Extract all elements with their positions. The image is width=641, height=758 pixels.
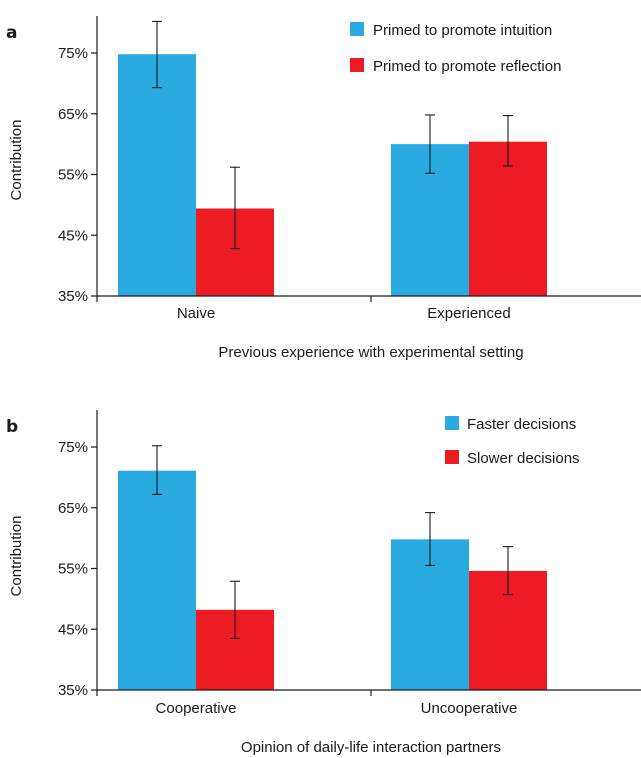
panel-b-legend-swatch-faster [445, 416, 459, 430]
panel-b-error-bar-uncooperative-s0 [425, 512, 435, 567]
panel-b-error-bar-cooperative-s1 [230, 580, 240, 639]
panel-b-legend-label-slower: Slower decisions [467, 450, 580, 467]
panel-b-x-tick-label-uncooperative: Uncooperative [421, 700, 518, 717]
panel-a-error-bar-experienced-s1 [503, 115, 513, 167]
panel-b-y-tick-label-35: 35% [58, 682, 88, 699]
panel-a-error-bar-naive-s0 [152, 20, 162, 89]
panel-a-bar-experienced-s1 [469, 141, 547, 296]
panel-b-y-tick-label-75: 75% [58, 439, 88, 456]
panel-a-y-tick-label-55: 55% [58, 167, 88, 184]
panel-a-x-tick-label-experienced: Experienced [427, 305, 510, 322]
panel-a-legend: Primed to promote intuition Primed to pr… [350, 22, 561, 75]
panel-a-legend-label-intuition: Primed to promote intuition [373, 22, 552, 39]
panel-a-error-bar-naive-s1 [230, 166, 240, 250]
panel-a-bar-naive-s0 [118, 54, 196, 297]
panel-a-legend-swatch-reflection [350, 58, 364, 72]
panel-a-x-tick-label-naive: Naive [177, 305, 215, 322]
panel-b-plot: 35% 45% 55% 65% 75% Cooperative Uncooperative [58, 410, 641, 717]
panel-a: a Contribution Previous experience with … [6, 16, 641, 361]
panel-a-y-tick-label-65: 65% [58, 106, 88, 123]
panel-b-error-bar-uncooperative-s1 [503, 546, 513, 596]
panel-a-legend-label-reflection: Primed to promote reflection [373, 58, 561, 75]
panel-b: b Contribution Opinion of daily-life int… [6, 410, 641, 756]
panel-b-y-tick-label-45: 45% [58, 621, 88, 638]
panel-b-error-bar-cooperative-s0 [152, 445, 162, 495]
panel-b-y-tick-label-65: 65% [58, 500, 88, 517]
panel-a-error-bar-experienced-s0 [425, 114, 435, 174]
panel-a-x-axis-title: Previous experience with experimental se… [218, 344, 523, 361]
panel-b-x-axis-title: Opinion of daily-life interaction partne… [241, 739, 501, 756]
panel-b-legend-swatch-slower [445, 450, 459, 464]
panel-a-y-tick-label-75: 75% [58, 45, 88, 62]
panel-b-label: b [6, 417, 18, 437]
panel-b-legend: Faster decisions Slower decisions [445, 416, 580, 467]
panel-a-legend-swatch-intuition [350, 22, 364, 36]
panel-a-y-tick-label-35: 35% [58, 288, 88, 305]
panel-a-y-axis-title: Contribution [8, 120, 25, 201]
panel-b-x-tick-label-cooperative: Cooperative [156, 700, 237, 717]
panel-a-y-tick-label-45: 45% [58, 227, 88, 244]
panel-a-label: a [6, 23, 17, 43]
panel-b-y-axis-title: Contribution [8, 516, 25, 597]
panel-a-plot: 35% 45% 55% 65% 75% Naive Experienced [58, 16, 641, 322]
panel-b-legend-label-faster: Faster decisions [467, 416, 576, 433]
panel-b-y-tick-label-55: 55% [58, 561, 88, 578]
panel-b-bar-cooperative-s0 [118, 470, 196, 690]
